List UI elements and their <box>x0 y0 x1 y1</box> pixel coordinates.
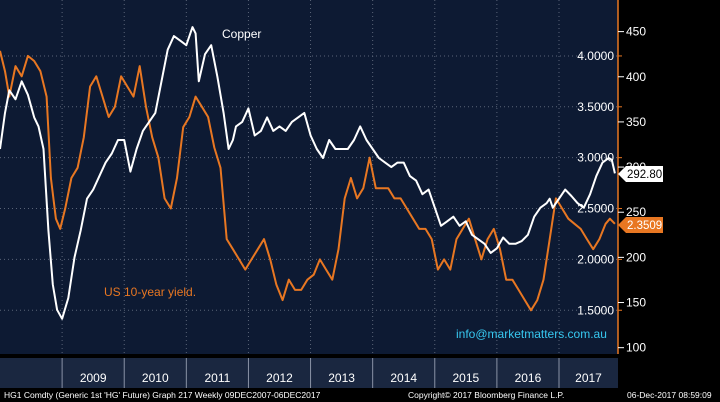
copper-axis-tick-label: 200 <box>626 250 646 264</box>
x-tick-label: 2009 <box>80 371 107 385</box>
x-axis-band <box>0 358 618 388</box>
copper-series-line <box>0 26 616 320</box>
footer-center: Copyright© 2017 Bloomberg Finance L.P. <box>408 390 564 400</box>
copper-axis-tick-label: 150 <box>626 296 646 310</box>
yield-label: US 10-year yield. <box>104 285 196 299</box>
x-tick-label: 2016 <box>515 371 542 385</box>
copper-axis-tick-label: 350 <box>626 115 646 129</box>
copper-axis-tick-label: 100 <box>626 341 646 355</box>
x-tick-label: 2014 <box>390 371 417 385</box>
yield-series-group <box>0 50 616 312</box>
copper-last-value-badge: 292.80 <box>618 166 663 182</box>
yield-axis-tick-label: 2.0000 <box>577 252 614 266</box>
yield-series-line <box>0 50 616 312</box>
x-tick-label: 2017 <box>575 371 602 385</box>
x-axis-labels: 2009 2010 2011 2012 2013 2014 2015 2016 2017 <box>80 371 602 385</box>
footer-bar <box>0 388 720 402</box>
copper-label: Copper <box>222 27 261 41</box>
copper-series-group <box>0 26 616 320</box>
plot-area <box>0 0 618 354</box>
yield-axis-tick-label: 2.5000 <box>577 202 614 216</box>
footer-left: HG1 Comdty (Generic 1st 'HG' Future) Gra… <box>4 390 321 400</box>
x-tick-label: 2011 <box>204 371 230 385</box>
yield-last-value-badge: 2.3509 <box>618 217 663 233</box>
x-tick-label: 2015 <box>452 371 479 385</box>
yield-axis-tick-label: 1.5000 <box>577 303 614 317</box>
copper-last-value: 292.80 <box>627 169 662 181</box>
copper-axis-tick-label: 250 <box>626 205 646 219</box>
email-annotation: info@marketmatters.com.au <box>456 327 607 341</box>
copper-axis-tick-label: 450 <box>626 25 646 39</box>
copper-axis-tick-label: 400 <box>626 70 646 84</box>
x-tick-label: 2012 <box>266 371 293 385</box>
yield-axis-tick-label: 3.5000 <box>577 100 614 114</box>
y-axis-ticks: 1.5000 2.0000 2.5000 3.0000 3.5000 4.0000 100 1… <box>577 25 646 355</box>
footer-right: 06-Dec-2017 08:59:09 <box>627 390 712 400</box>
x-tick-label: 2013 <box>328 371 355 385</box>
yield-axis-tick-label: 4.0000 <box>577 49 614 63</box>
x-tick-label: 2010 <box>142 371 169 385</box>
year-bands <box>0 358 618 388</box>
yield-axis-tick-label: 3.0000 <box>577 151 614 165</box>
yield-last-value: 2.3509 <box>627 220 662 232</box>
